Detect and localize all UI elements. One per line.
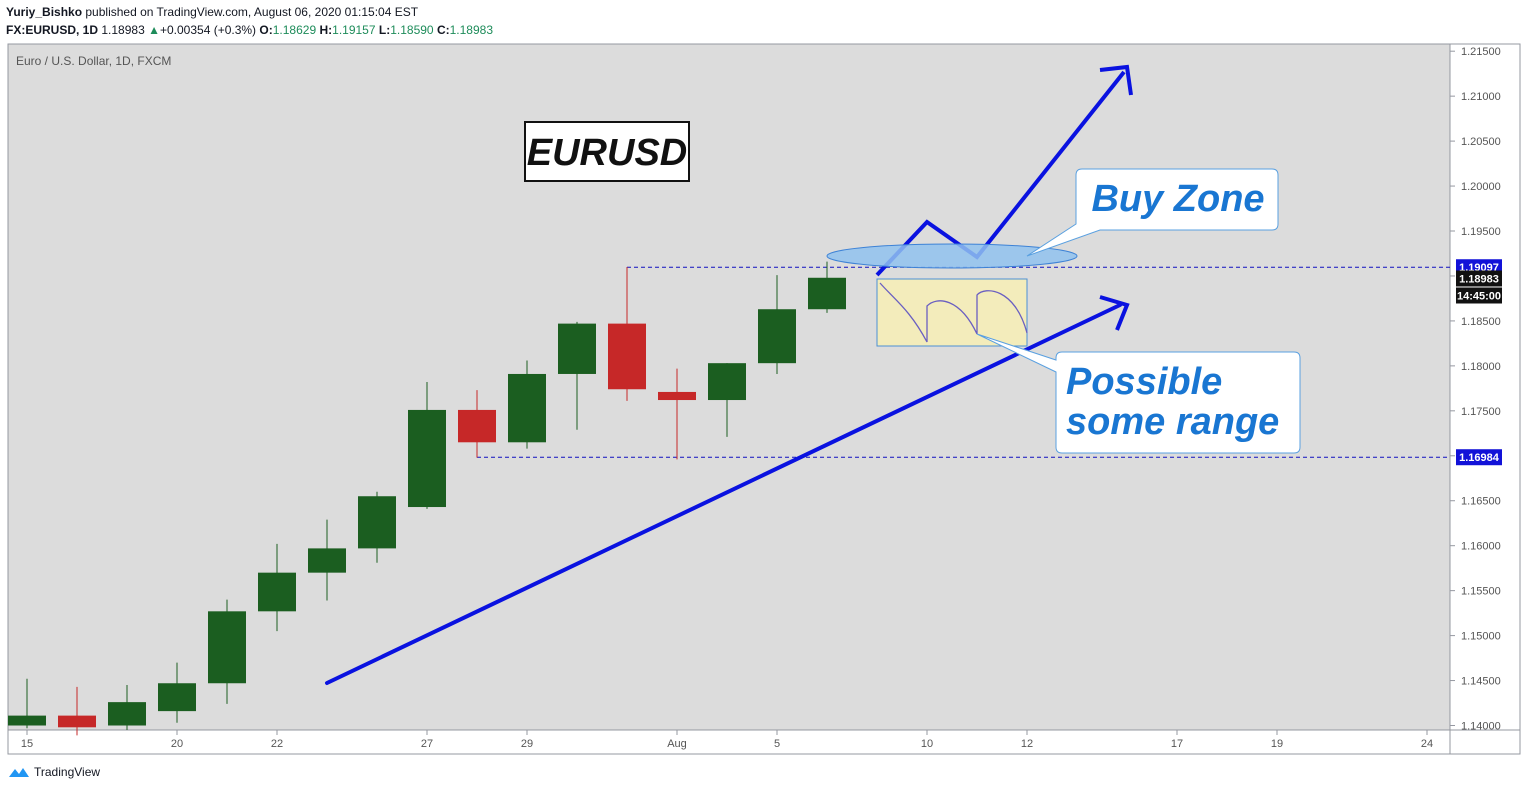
candle-body-down[interactable]: [58, 715, 96, 728]
candle-body-up[interactable]: [358, 496, 396, 549]
symbol-ohlc-line: FX:EURUSD, 1D 1.18983 ▲+0.00354 (+0.3%) …: [6, 22, 493, 38]
countdown-badge-bg: [1456, 287, 1502, 304]
low-value: 1.18590: [390, 23, 434, 37]
tradingview-logo-icon: [9, 768, 29, 777]
chart-title: Euro / U.S. Dollar, 1D, FXCM: [16, 54, 171, 68]
range-callout-box[interactable]: [976, 333, 1301, 454]
y-tick-label: 1.20000: [1461, 181, 1501, 193]
y-tick-label: 1.15000: [1461, 631, 1501, 643]
high-value: 1.19157: [332, 23, 376, 37]
symbol-callout-text: EURUSD: [527, 132, 687, 174]
candle-body-up[interactable]: [558, 323, 596, 374]
y-tick-label: 1.18500: [1461, 316, 1501, 328]
up-triangle-icon: ▲: [148, 23, 160, 37]
price-change: +0.00354 (+0.3%): [159, 23, 257, 37]
x-tick-label: 20: [171, 738, 183, 750]
candle-body-up[interactable]: [8, 715, 46, 726]
annotations: EURUSD Buy Zone Possible some range: [325, 64, 1301, 685]
candle-body-up[interactable]: [708, 363, 746, 401]
symbol-label[interactable]: FX:EURUSD, 1D: [6, 23, 99, 37]
brand-name: TradingView: [34, 765, 101, 779]
projection-arrowhead-icon: [1099, 64, 1133, 96]
x-tick-label: 5: [774, 738, 780, 750]
y-tick-label: 1.20500: [1461, 136, 1501, 148]
x-tick-label: Aug: [667, 738, 687, 750]
x-tick-label: 27: [421, 738, 433, 750]
candle-body-up[interactable]: [758, 309, 796, 364]
price-axis-background: [1450, 44, 1520, 730]
close-value: 1.18983: [449, 23, 494, 37]
time-axis-background: [8, 730, 1450, 754]
buy-zone-callout-box[interactable]: [1026, 168, 1279, 257]
candle-body-down[interactable]: [658, 391, 696, 401]
y-tick-label: 1.17500: [1461, 406, 1501, 418]
close-label: C:: [436, 23, 450, 37]
candle-body-up[interactable]: [408, 409, 446, 508]
candle-body-up[interactable]: [108, 702, 146, 726]
price-axis[interactable]: 1.14000 1.14500 1.15000 1.15500 1.16000 1.165…: [1450, 46, 1501, 733]
footer-brand[interactable]: TradingView: [8, 765, 100, 779]
buy-zone-ellipse[interactable]: [826, 243, 1078, 269]
published-text: published on TradingView.com, August 06,…: [85, 5, 419, 19]
trend-line[interactable]: [325, 303, 1122, 685]
x-tick-label: 29: [521, 738, 533, 750]
candle-body-up[interactable]: [258, 572, 296, 612]
x-tick-label: 10: [921, 738, 933, 750]
candles: [8, 261, 846, 736]
y-tick-label: 1.18000: [1461, 361, 1501, 373]
candle-body-up[interactable]: [808, 277, 846, 310]
level-badge-lower-bg: [1456, 449, 1502, 466]
x-tick-label: 17: [1171, 738, 1183, 750]
range-box[interactable]: [876, 278, 1028, 347]
level-badge-lower: 1.16984: [1459, 452, 1500, 464]
y-tick-label: 1.16000: [1461, 541, 1501, 553]
range-text-line2: some range: [1066, 401, 1279, 443]
publisher-line: Yuriy_Bishko published on TradingView.co…: [6, 4, 418, 20]
open-label: O:: [259, 23, 273, 37]
last-price: 1.18983: [101, 23, 145, 37]
y-tick-label: 1.16500: [1461, 496, 1501, 508]
x-tick-label: 22: [271, 738, 283, 750]
candle-body-up[interactable]: [158, 683, 196, 712]
time-axis[interactable]: 15 20 22 27 29 Aug 5 10 12 17 19 24: [21, 730, 1433, 750]
x-tick-label: 12: [1021, 738, 1033, 750]
open-value: 1.18629: [272, 23, 317, 37]
current-price-badge: 1.18983: [1459, 273, 1499, 285]
candle-body-up[interactable]: [308, 548, 346, 573]
x-tick-label: 24: [1421, 738, 1433, 750]
candle-body-down[interactable]: [608, 323, 646, 390]
high-label: H:: [319, 23, 333, 37]
current-price-badge-bg: [1456, 270, 1502, 287]
author-name[interactable]: Yuriy_Bishko: [6, 5, 83, 19]
candle-body-up[interactable]: [208, 611, 246, 684]
candle-body-down[interactable]: [458, 409, 496, 443]
y-tick-label: 1.14000: [1461, 721, 1501, 733]
x-tick-label: 15: [21, 738, 33, 750]
range-wave: [879, 282, 1028, 343]
candle-body-up[interactable]: [508, 373, 546, 443]
y-tick-label: 1.21000: [1461, 91, 1501, 103]
trend-arrowhead-icon: [1099, 295, 1130, 331]
low-label: L:: [378, 23, 391, 37]
x-tick-label: 19: [1271, 738, 1283, 750]
y-tick-label: 1.21500: [1461, 46, 1501, 58]
symbol-callout-box[interactable]: [524, 121, 690, 182]
buy-zone-text: Buy Zone: [1091, 178, 1264, 220]
countdown-badge: 14:45:00: [1457, 290, 1501, 302]
plot-border: [7, 43, 1521, 755]
y-tick-label: 1.19500: [1461, 226, 1501, 238]
y-tick-label: 1.14500: [1461, 676, 1501, 688]
y-tick-label: 1.15500: [1461, 586, 1501, 598]
range-text-line1: Possible: [1066, 361, 1222, 403]
